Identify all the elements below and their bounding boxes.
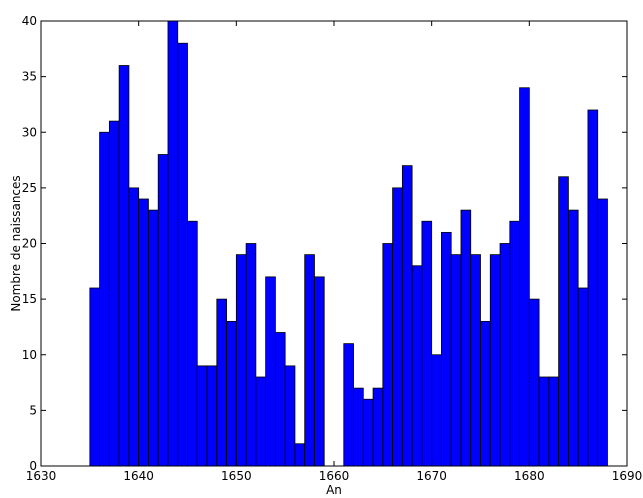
bar-1646 [196, 365, 208, 467]
bar-1650 [235, 254, 247, 467]
bar-1651 [245, 243, 257, 467]
y-tick-label: 35 [22, 70, 37, 84]
bar-1684 [568, 209, 579, 467]
y-tick-label: 25 [22, 181, 37, 195]
bar-1671 [441, 231, 452, 467]
bar-1670 [431, 354, 442, 467]
bar-1637 [108, 120, 120, 467]
bar-1649 [226, 320, 237, 467]
x-tick-label: 1640 [123, 469, 154, 483]
bar-1679 [519, 87, 530, 467]
bar-1686 [587, 109, 599, 467]
bar-1675 [480, 320, 491, 467]
bar-1680 [528, 298, 540, 467]
x-ticks-group: 1630 1640 1650 1660 1670 1680 1690 [26, 21, 643, 483]
bar-1657 [304, 254, 315, 467]
x-tick-label: 1690 [612, 469, 643, 483]
y-ticks-group: 0 5 10 15 20 25 30 35 40 [22, 14, 627, 473]
bar-1685 [577, 287, 589, 467]
y-tick-label: 10 [22, 348, 37, 362]
bar-1661 [343, 343, 354, 467]
bar-1681 [538, 376, 550, 467]
bar-1656 [294, 443, 306, 467]
y-tick-label: 15 [22, 292, 37, 306]
x-tick-label: 1660 [319, 469, 350, 483]
bar-1676 [489, 254, 501, 467]
bar-1687 [597, 198, 608, 467]
bar-1662 [353, 387, 364, 467]
bar-1648 [216, 298, 227, 467]
x-tick-label: 1680 [514, 469, 545, 483]
bar-1635 [89, 287, 101, 467]
bar-1641 [148, 209, 159, 467]
x-tick-label: 1670 [416, 469, 447, 483]
y-tick-label: 0 [29, 459, 37, 473]
bar-1638 [118, 65, 130, 467]
bar-1640 [138, 198, 149, 467]
y-tick-label: 40 [22, 14, 37, 28]
bar-1668 [411, 265, 423, 467]
bar-1639 [128, 187, 140, 467]
bar-1655 [284, 365, 296, 467]
bar-1666 [392, 187, 403, 467]
bar-1652 [255, 376, 267, 467]
bar-1674 [470, 254, 481, 467]
bar-1665 [382, 243, 394, 467]
bar-1654 [274, 332, 286, 467]
bar-1653 [265, 276, 276, 467]
x-tick-label: 1650 [221, 469, 252, 483]
bar-1678 [509, 220, 520, 467]
bar-1683 [558, 176, 569, 467]
bar-1663 [362, 398, 374, 467]
bar-1669 [421, 220, 433, 467]
bars-group [89, 20, 608, 467]
x-tick-label: 1630 [26, 469, 57, 483]
bar-1647 [206, 365, 218, 467]
y-tick-label: 20 [22, 237, 37, 251]
y-tick-label: 5 [29, 403, 37, 417]
bar-1682 [548, 376, 560, 467]
bar-1643 [167, 20, 179, 467]
bar-1658 [314, 276, 325, 467]
bar-1642 [157, 154, 169, 467]
bar-1673 [460, 209, 472, 467]
bar-1645 [187, 220, 198, 467]
y-axis-label: Nombre de naissances [9, 175, 23, 311]
bar-1667 [401, 165, 413, 467]
bar-1664 [372, 387, 384, 467]
bar-1677 [499, 243, 511, 467]
bar-1636 [99, 131, 110, 467]
bar-1672 [450, 254, 462, 467]
y-tick-label: 30 [22, 125, 37, 139]
bar-1644 [177, 42, 188, 467]
x-axis-label: An [326, 483, 342, 497]
